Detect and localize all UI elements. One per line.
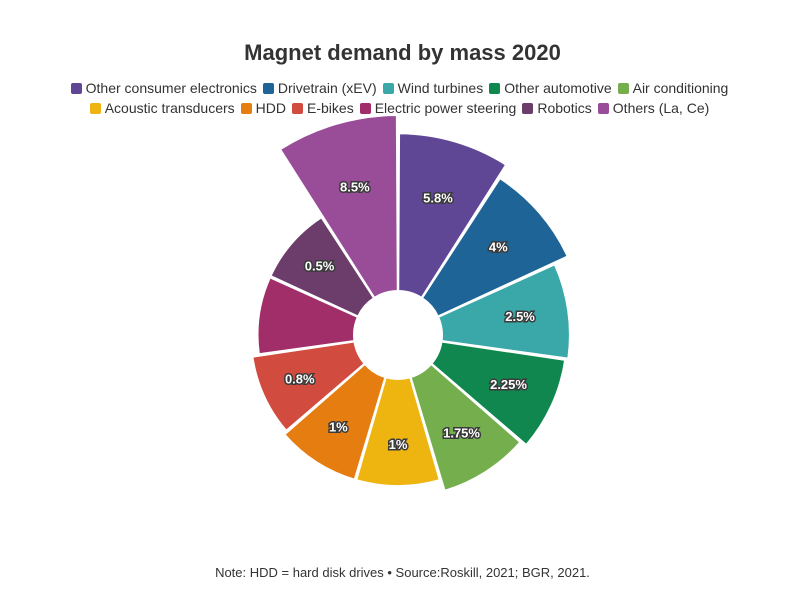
slices-group <box>251 113 571 493</box>
legend-swatch <box>89 102 101 114</box>
slice-value-label: 0.5% <box>305 258 335 273</box>
slice-value-label: 4% <box>489 240 508 255</box>
legend-label: Air conditioning <box>632 80 729 96</box>
legend-swatch <box>597 102 609 114</box>
slice-value-label: 5.8% <box>423 190 453 205</box>
legend-item: Robotics <box>522 100 592 116</box>
legend-label: Others (La, Ce) <box>612 100 710 116</box>
slice-value-label: 8.5% <box>340 180 370 195</box>
legend-item: Other consumer electronics <box>70 80 257 96</box>
legend-item: Other automotive <box>489 80 612 96</box>
legend-item: Acoustic transducers <box>89 100 235 116</box>
legend-item: HDD <box>240 100 287 116</box>
legend-swatch <box>292 102 304 114</box>
legend-label: E-bikes <box>307 100 354 116</box>
slice-value-label: 1% <box>389 437 408 452</box>
legend-label: HDD <box>255 100 287 116</box>
legend-label: Electric power steering <box>374 100 517 116</box>
legend-swatch <box>489 82 501 94</box>
legend-item: Wind turbines <box>382 80 484 96</box>
legend-item: E-bikes <box>292 100 354 116</box>
slice-value-label: 2.5% <box>505 309 535 324</box>
legend-swatch <box>262 82 274 94</box>
legend-row-2: Acoustic transducers HDD E-bikes Electric p… <box>40 100 765 116</box>
legend-item: Electric power steering <box>359 100 517 116</box>
legend-swatch <box>70 82 82 94</box>
legend-swatch <box>359 102 371 114</box>
legend-swatch <box>522 102 534 114</box>
slice-labels-group: 5.8% 4% 2.5% 2.25% 1.75% 1% 1% 0.8% 0.5% 8.5% <box>283 178 536 453</box>
legend-label: Other consumer electronics <box>85 80 257 96</box>
legend-swatch <box>240 102 252 114</box>
slice-value-label: 2.25% <box>490 377 527 392</box>
slice-value-label: 0.8% <box>285 371 315 386</box>
legend-label: Robotics <box>537 100 592 116</box>
legend-label: Other automotive <box>504 80 612 96</box>
chart-title: Magnet demand by mass 2020 <box>244 40 561 65</box>
chart-note: Note: HDD = hard disk drives • Source:Ro… <box>215 565 590 580</box>
legend-swatch <box>617 82 629 94</box>
legend-row-1: Other consumer electronics Drivetrain (xE… <box>40 80 765 96</box>
legend-label: Acoustic transducers <box>104 100 235 116</box>
slice-value-label: 1.75% <box>443 425 480 440</box>
legend-item: Air conditioning <box>617 80 729 96</box>
legend-swatch <box>382 82 394 94</box>
slice-value-label: 1% <box>329 419 348 434</box>
donut-hole <box>354 291 442 379</box>
legend-label: Drivetrain (xEV) <box>277 80 377 96</box>
legend-item: Others (La, Ce) <box>597 100 710 116</box>
legend-label: Wind turbines <box>397 80 484 96</box>
legend-item: Drivetrain (xEV) <box>262 80 377 96</box>
